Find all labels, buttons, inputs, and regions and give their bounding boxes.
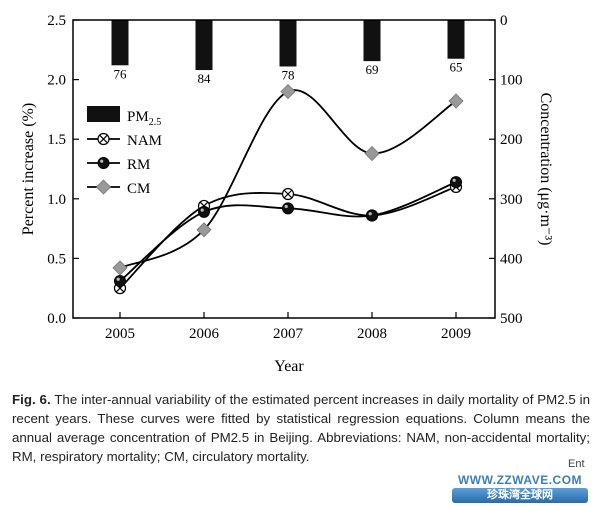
point-rm-2009 (450, 176, 462, 189)
bar-2005 (111, 20, 129, 66)
point-rm-2005 (114, 275, 126, 288)
legend-label-pm: PM2.5 (127, 109, 161, 128)
marker-cross (283, 189, 293, 199)
legend: PM2.5 NAM RM CM (87, 106, 162, 197)
x-tick-label: 2009 (441, 326, 471, 342)
point-nam-2007 (281, 187, 295, 201)
right-tick-label: 300 (500, 192, 523, 208)
x-tick-label: 2005 (105, 326, 135, 342)
marker-dot (450, 176, 462, 189)
line-series (112, 83, 464, 295)
left-axis-label: Percent increase (%) (20, 103, 37, 235)
line-cm (119, 89, 457, 269)
marker-highlight (284, 204, 288, 209)
left-tick-label: 1.0 (47, 192, 66, 208)
marker-highlight (100, 159, 104, 163)
x-tick-label: 2007 (273, 326, 304, 342)
point-rm-2008 (366, 209, 378, 222)
left-tick-label: 2.5 (47, 13, 66, 29)
watermark-url: WWW.ZZWAVE.COM (457, 473, 583, 487)
combo-chart: 76 84 78 69 65 0.0 0.5 1.0 1.5 2.0 2.5 0 100 200 300… (20, 13, 554, 375)
right-tick-label: 0 (500, 13, 508, 29)
left-tick-label: 1.5 (47, 132, 66, 148)
bar-label-2005: 76 (114, 66, 128, 81)
axes (72, 19, 496, 319)
x-tick-label: 2008 (357, 326, 387, 342)
right-tick-label: 100 (500, 73, 523, 89)
figure-caption: Fig. 6. The inter-annual variability of … (12, 390, 590, 466)
marker-highlight (116, 277, 120, 281)
bar-label-2009: 65 (450, 60, 463, 75)
watermark-logo: WWW.ZZWAVE.COM 珍珠湾全球网 (440, 474, 600, 504)
bar-series-pm25 (111, 20, 465, 71)
x-tick-label: 2006 (189, 326, 220, 342)
marker-dot (97, 157, 110, 169)
marker-dot (198, 205, 210, 218)
left-tick-label: 0.5 (47, 251, 66, 267)
bar-label-2006: 84 (198, 71, 212, 86)
marker-cross (99, 134, 108, 144)
legend-marker-nam (97, 132, 110, 146)
legend-label-cm: CM (127, 181, 150, 197)
point-cm-2008 (364, 145, 380, 162)
plot-frame (72, 19, 496, 319)
right-tick-label: 500 (500, 311, 523, 327)
x-axis-ticks: 2005 2006 2007 2008 2009 (105, 312, 471, 342)
bar-label-2008: 69 (366, 62, 379, 77)
marker-highlight (368, 212, 372, 216)
bar-labels: 76 84 78 69 65 (114, 60, 463, 86)
caption-text: The inter-annual variability of the esti… (12, 392, 590, 464)
point-rm-2007 (282, 202, 294, 215)
point-cm-2009 (448, 93, 464, 109)
bar-2008 (363, 20, 381, 62)
legend-swatch-pm25 (87, 106, 120, 122)
marker-dot (366, 209, 378, 222)
point-rm-2006 (198, 205, 210, 218)
marker-dot (282, 202, 294, 215)
right-tick-label: 400 (500, 251, 523, 267)
left-axis-ticks: 0.0 0.5 1.0 1.5 2.0 2.5 (47, 13, 79, 327)
bar-2007 (279, 20, 297, 67)
legend-label-nam: NAM (127, 133, 162, 149)
bar-label-2007: 78 (282, 67, 295, 82)
right-axis-ticks: 0 100 200 300 400 500 (489, 13, 523, 327)
left-tick-label: 0.0 (47, 311, 66, 327)
right-axis-label: Concentration (μg·m⁻³) (537, 93, 554, 246)
point-cm-2007 (280, 83, 296, 100)
right-tick-label: 200 (500, 132, 523, 148)
legend-marker-rm (97, 157, 110, 169)
watermark-ent: Ent (568, 458, 585, 470)
marker-highlight (452, 178, 456, 182)
line-nam (119, 186, 457, 289)
point-cm-2005 (112, 260, 128, 276)
marker-dot (114, 275, 126, 288)
x-axis-label: Year (274, 358, 304, 375)
marker-highlight (200, 208, 204, 212)
legend-label-rm: RM (127, 157, 150, 173)
caption-fig-number: Fig. 6. (12, 392, 51, 407)
point-cm-2006 (196, 222, 212, 238)
bar-2006 (195, 20, 213, 71)
left-tick-label: 2.0 (47, 73, 66, 89)
watermark-site-name: 珍珠湾全球网 (452, 488, 588, 503)
bar-2009 (447, 20, 465, 59)
legend-marker-cm (95, 179, 112, 195)
